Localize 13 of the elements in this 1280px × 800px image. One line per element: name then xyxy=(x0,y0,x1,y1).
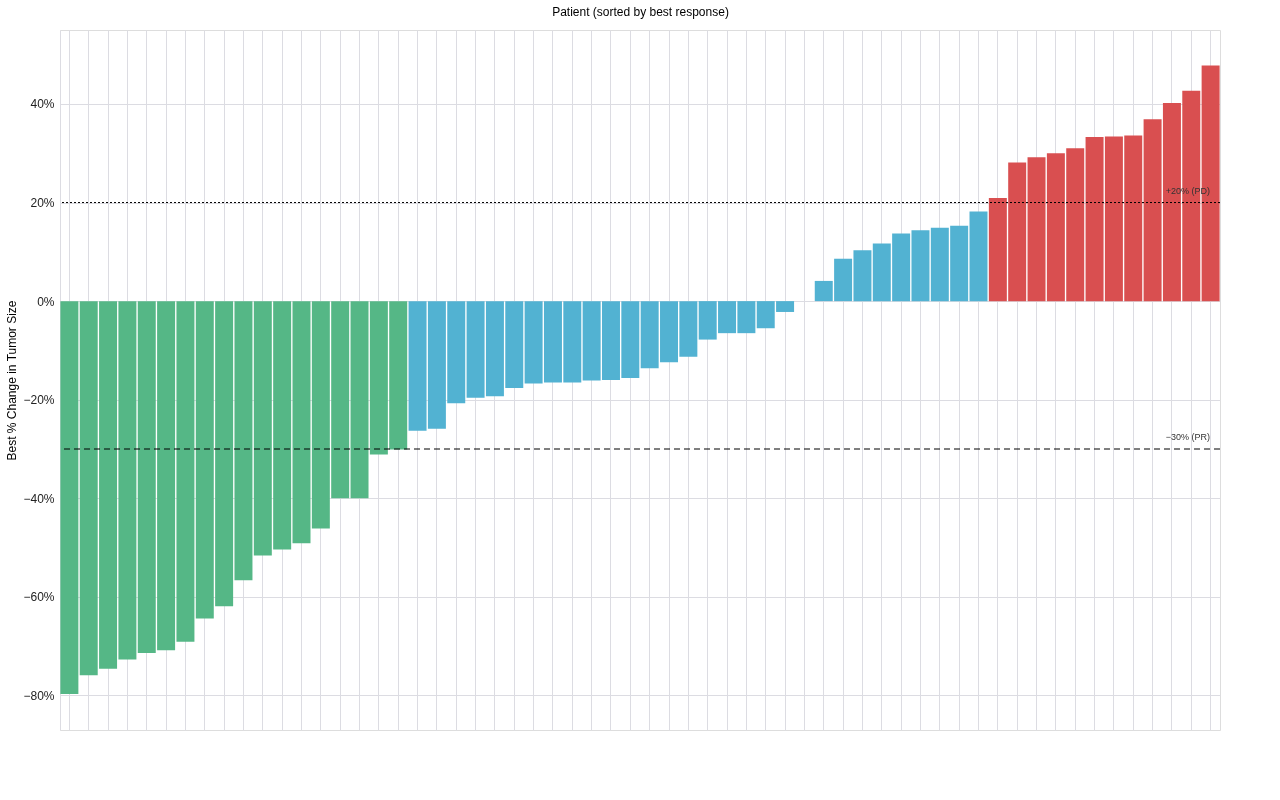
y-tick-label: −20% xyxy=(23,393,55,408)
bar xyxy=(969,211,988,302)
bar xyxy=(292,301,311,544)
y-axis-title: Best % Change in Tumor Size xyxy=(5,300,20,461)
y-tick-label: −60% xyxy=(23,590,55,605)
y-tick-label: 20% xyxy=(30,196,55,211)
y-tick-label: 40% xyxy=(30,97,55,112)
bar xyxy=(60,301,79,695)
y-tick-label: −80% xyxy=(23,688,55,703)
x-axis-title: Patient (sorted by best response) xyxy=(552,4,729,19)
y-tick-label: −40% xyxy=(23,491,55,506)
y-tick-label: 0% xyxy=(37,294,55,309)
ref-line-label: −30% (PR) xyxy=(1165,432,1210,443)
